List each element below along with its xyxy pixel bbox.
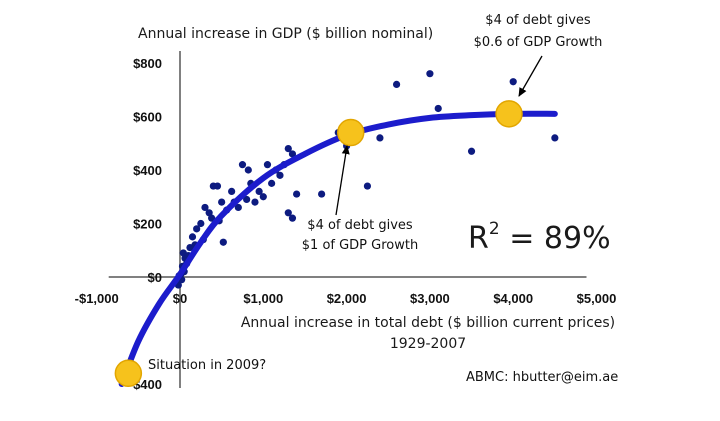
r-squared-exponent: 2 <box>489 219 500 239</box>
scatter-point <box>426 70 434 78</box>
scatter-point <box>228 187 236 195</box>
y-tick-label: $0 <box>148 270 162 285</box>
fit-curve <box>118 110 558 387</box>
highlight-point <box>114 359 143 388</box>
scatter-point <box>208 214 216 222</box>
scatter-point <box>259 193 267 201</box>
r-squared-value: = 89% <box>500 221 611 256</box>
scatter-point <box>251 198 259 206</box>
y-axis-label: Annual increase in GDP ($ billion nomina… <box>138 26 433 42</box>
scatter-point <box>276 171 284 179</box>
scatter-point <box>263 161 272 169</box>
x-tick-label: $5,000 <box>577 291 617 306</box>
x-tick-label: $2,000 <box>327 291 367 306</box>
y-tick-label: $200 <box>133 217 162 232</box>
scatter-point <box>376 134 384 142</box>
r-squared-base: R <box>468 221 489 256</box>
scatter-point <box>205 209 213 217</box>
y-tick-labels: $800$600$400$200$0-$400 <box>129 56 162 392</box>
scatter-point <box>193 225 201 233</box>
scatter-point <box>234 203 242 212</box>
x-tick-label: $1,000 <box>243 291 283 306</box>
x-tick-labels: -$1,000 $0 $1,000 $2,000 $3,000 $4,000 $5,000 <box>75 291 617 306</box>
scatter-point <box>244 166 252 174</box>
annotation-middle-line1: $4 of debt gives <box>307 218 413 233</box>
scatter-point <box>219 238 227 246</box>
annotation-arrow-middle <box>335 145 350 216</box>
y-tick-label: $600 <box>133 110 162 125</box>
scatter-point <box>268 179 276 187</box>
scatter-point <box>363 182 372 190</box>
highlight-point <box>495 100 523 128</box>
scatter-point <box>197 219 205 228</box>
highlight-points <box>114 100 523 388</box>
annotation-bottom-left: Situation in 2009? <box>148 358 266 373</box>
scatter-point <box>288 214 297 222</box>
highlight-point <box>337 118 365 147</box>
y-tick-label: $800 <box>133 56 162 71</box>
y-tick-label: $400 <box>133 163 162 178</box>
r-squared: R2 = 89% <box>468 219 611 256</box>
scatter-point <box>213 182 222 190</box>
credit: ABMC: hbutter@eim.ae <box>466 370 618 385</box>
x-tick-label: $4,000 <box>493 291 533 306</box>
x-axis-label: Annual increase in total debt ($ billion… <box>241 315 615 331</box>
x-axis-sublabel: 1929-2007 <box>390 336 466 352</box>
scatter-point <box>284 145 292 153</box>
x-tick-label: $0 <box>173 291 187 306</box>
scatter-point <box>318 190 326 198</box>
scatter-point <box>218 198 226 206</box>
scatter-point <box>284 209 292 217</box>
scatter-point <box>434 104 442 113</box>
scatter-point <box>288 150 297 158</box>
scatter-point <box>201 203 209 212</box>
annotation-top-right-line2: $0.6 of GDP Growth <box>474 35 603 50</box>
x-tick-label: $3,000 <box>410 291 450 306</box>
scatter-point <box>243 195 251 204</box>
annotation-top-right-line1: $4 of debt gives <box>485 13 591 28</box>
scatter-point <box>238 161 247 169</box>
scatter-point <box>551 134 559 142</box>
scatter-point <box>188 233 197 241</box>
scatter-point <box>392 80 401 88</box>
x-tick-label: -$1,000 <box>75 291 119 306</box>
scatter-point <box>467 147 476 155</box>
annotation-middle-line2: $1 of GDP Growth <box>302 238 418 253</box>
scatter-point <box>293 190 301 198</box>
annotation-arrow-top-right <box>518 55 543 97</box>
scatter-point <box>509 78 517 86</box>
scatter-point <box>255 187 263 195</box>
